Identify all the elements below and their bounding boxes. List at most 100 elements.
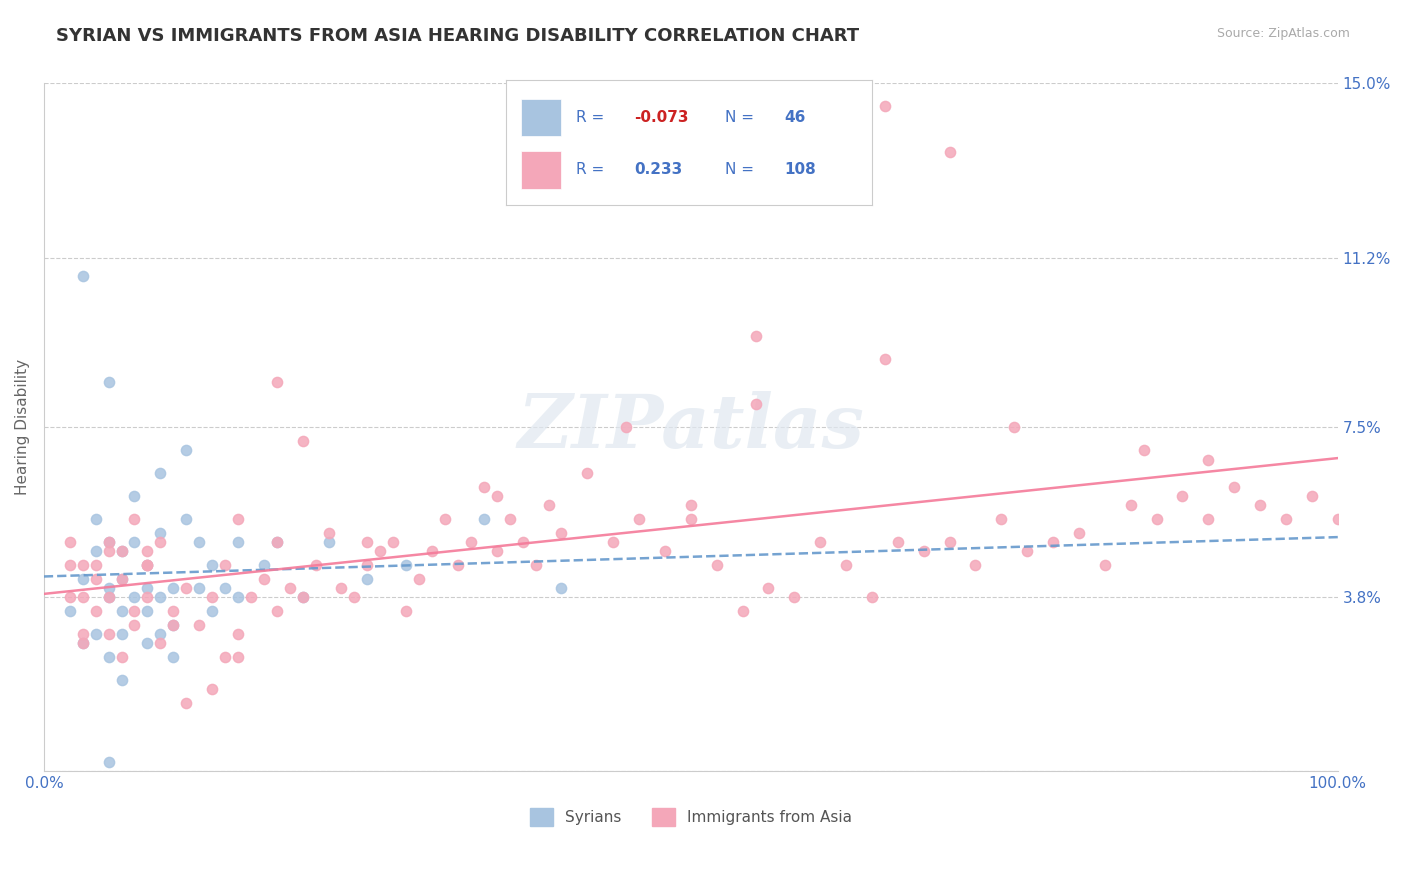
- Point: [253, 572, 276, 586]
- Point: [938, 535, 960, 549]
- Point: [149, 535, 172, 549]
- Point: [485, 489, 508, 503]
- Point: [174, 696, 197, 710]
- Point: [149, 467, 172, 481]
- Point: [97, 627, 120, 641]
- Point: [395, 604, 418, 618]
- Point: [124, 617, 146, 632]
- Point: [226, 649, 249, 664]
- Point: [706, 558, 728, 572]
- Point: [110, 544, 132, 558]
- Point: [382, 535, 405, 549]
- Text: 108: 108: [785, 162, 815, 178]
- Point: [990, 512, 1012, 526]
- Point: [124, 590, 146, 604]
- Point: [1275, 512, 1298, 526]
- Point: [602, 535, 624, 549]
- Point: [291, 590, 314, 604]
- Point: [356, 572, 378, 586]
- Point: [1132, 443, 1154, 458]
- Point: [59, 604, 82, 618]
- Point: [1042, 535, 1064, 549]
- Point: [97, 649, 120, 664]
- Text: 46: 46: [785, 110, 806, 125]
- Point: [395, 558, 418, 572]
- Point: [97, 535, 120, 549]
- Point: [679, 499, 702, 513]
- Point: [136, 590, 159, 604]
- Point: [420, 544, 443, 558]
- Point: [1326, 512, 1348, 526]
- Point: [524, 558, 547, 572]
- Point: [433, 512, 456, 526]
- Point: [472, 480, 495, 494]
- Legend: Syrians, Immigrants from Asia: Syrians, Immigrants from Asia: [523, 802, 858, 832]
- Point: [124, 604, 146, 618]
- Point: [835, 558, 858, 572]
- Point: [214, 558, 236, 572]
- Point: [744, 328, 766, 343]
- Point: [330, 581, 353, 595]
- Point: [59, 590, 82, 604]
- Point: [226, 535, 249, 549]
- Point: [136, 558, 159, 572]
- Point: [136, 558, 159, 572]
- Point: [266, 535, 288, 549]
- Point: [318, 535, 340, 549]
- Point: [72, 268, 94, 283]
- Point: [162, 604, 184, 618]
- Point: [1146, 512, 1168, 526]
- Point: [654, 544, 676, 558]
- Point: [550, 525, 572, 540]
- Point: [253, 558, 276, 572]
- Point: [84, 572, 107, 586]
- Point: [149, 590, 172, 604]
- Point: [318, 525, 340, 540]
- Point: [744, 397, 766, 411]
- Point: [110, 649, 132, 664]
- Point: [97, 535, 120, 549]
- Point: [110, 572, 132, 586]
- Point: [84, 558, 107, 572]
- Point: [201, 590, 224, 604]
- Point: [783, 590, 806, 604]
- Point: [136, 581, 159, 595]
- Point: [485, 544, 508, 558]
- Point: [72, 558, 94, 572]
- Point: [214, 581, 236, 595]
- Point: [136, 544, 159, 558]
- Point: [1002, 420, 1025, 434]
- Point: [1223, 480, 1246, 494]
- Point: [149, 627, 172, 641]
- Point: [72, 590, 94, 604]
- Point: [808, 535, 831, 549]
- Point: [226, 590, 249, 604]
- Point: [356, 558, 378, 572]
- Point: [266, 375, 288, 389]
- Point: [97, 581, 120, 595]
- Point: [84, 604, 107, 618]
- Point: [912, 544, 935, 558]
- Text: ZIPatlas: ZIPatlas: [517, 392, 865, 464]
- Point: [214, 649, 236, 664]
- Point: [731, 604, 754, 618]
- Point: [266, 604, 288, 618]
- Point: [291, 434, 314, 449]
- Point: [1017, 544, 1039, 558]
- Point: [873, 99, 896, 113]
- Point: [97, 375, 120, 389]
- Point: [97, 590, 120, 604]
- Point: [188, 535, 211, 549]
- Point: [460, 535, 482, 549]
- Point: [239, 590, 262, 604]
- Point: [84, 627, 107, 641]
- Point: [356, 535, 378, 549]
- Point: [97, 544, 120, 558]
- Point: [59, 558, 82, 572]
- Point: [201, 681, 224, 696]
- Point: [938, 145, 960, 160]
- Point: [124, 535, 146, 549]
- Point: [278, 581, 301, 595]
- Point: [965, 558, 987, 572]
- FancyBboxPatch shape: [520, 99, 561, 136]
